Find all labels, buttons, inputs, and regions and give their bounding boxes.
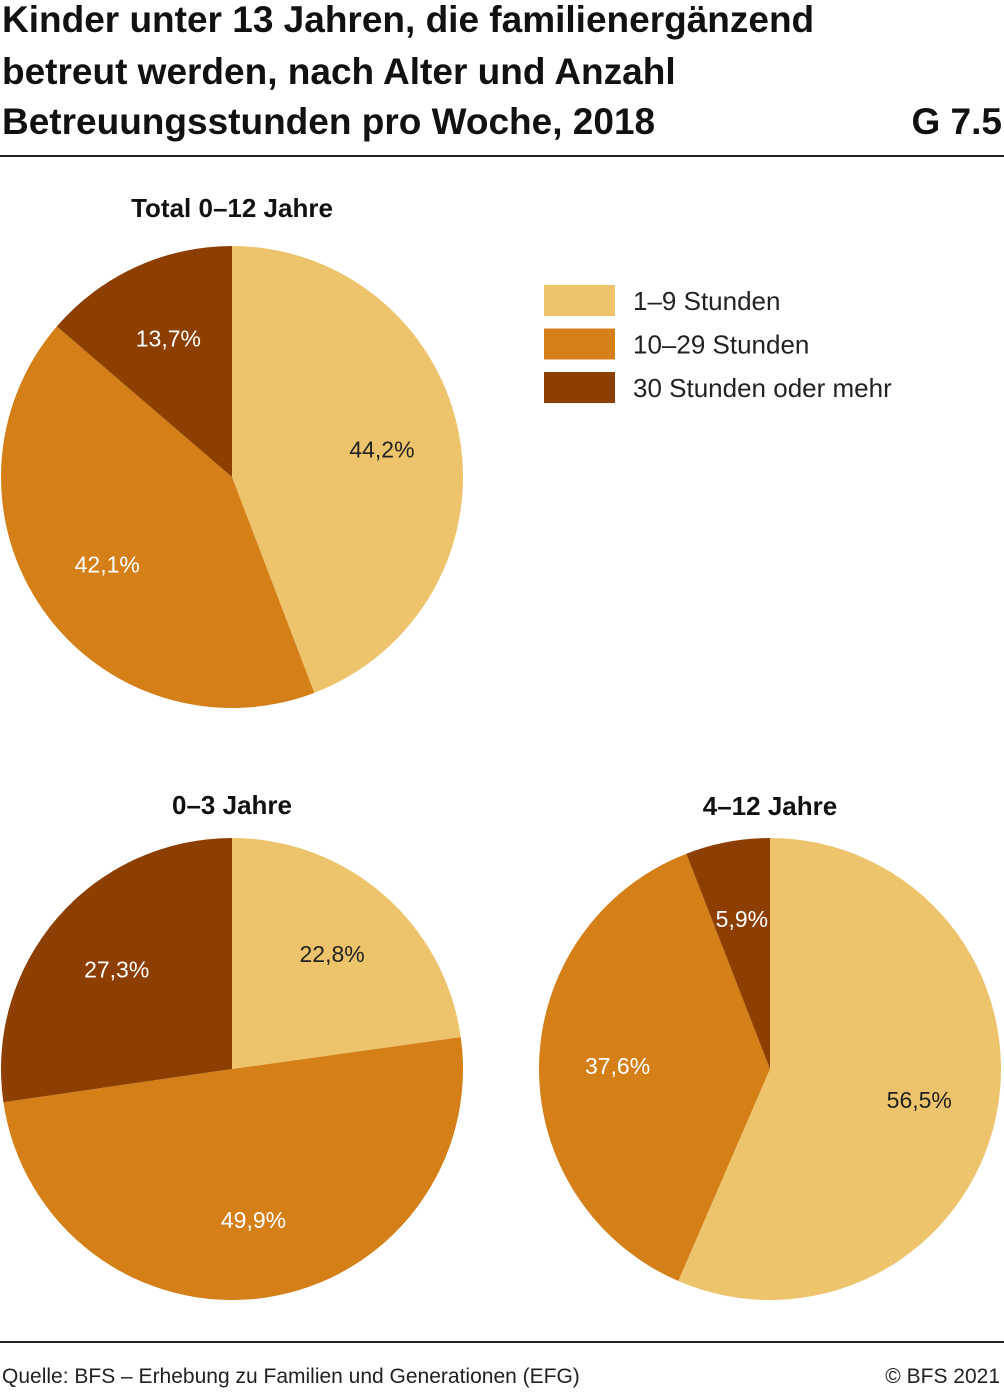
legend-swatch [544,328,615,360]
legend-label: 30 Stunden oder mehr [633,373,892,403]
legend-label: 1–9 Stunden [633,286,780,316]
pie-title: Total 0–12 Jahre [131,193,333,223]
pie-slice [232,838,461,1069]
title-line: Kinder unter 13 Jahren, die familienergä… [2,0,814,40]
pie-slice [1,326,315,708]
value-label: 5,9% [716,906,768,932]
value-label: 56,5% [887,1087,952,1113]
copyright: © BFS 2021 [885,1365,1000,1388]
title-line: Betreuungsstunden pro Woche, 2018 [2,101,655,142]
value-label: 49,9% [221,1207,286,1233]
value-label: 37,6% [585,1053,650,1079]
value-label: 13,7% [136,325,201,351]
title-line: betreut werden, nach Alter und Anzahl [2,51,676,92]
value-label: 22,8% [299,941,364,967]
pie-title: 4–12 Jahre [703,791,837,821]
pie-slice [3,1037,463,1300]
legend-swatch [544,372,615,403]
figure-number: G 7.5 [912,101,1003,142]
pie-slice [539,853,770,1282]
value-label: 44,2% [349,436,414,462]
legend-swatch [544,285,615,316]
pie-slice [232,246,463,693]
legend-label: 10–29 Stunden [633,330,809,360]
pie-slice [56,246,233,477]
pie-slice [678,838,1001,1300]
value-label: 27,3% [84,956,149,982]
pie-slice [0,838,233,1103]
value-label: 42,1% [75,552,140,578]
pie-slice [686,838,770,1069]
pie-title: 0–3 Jahre [172,790,292,820]
source: Quelle: BFS – Erhebung zu Familien und G… [2,1365,580,1388]
